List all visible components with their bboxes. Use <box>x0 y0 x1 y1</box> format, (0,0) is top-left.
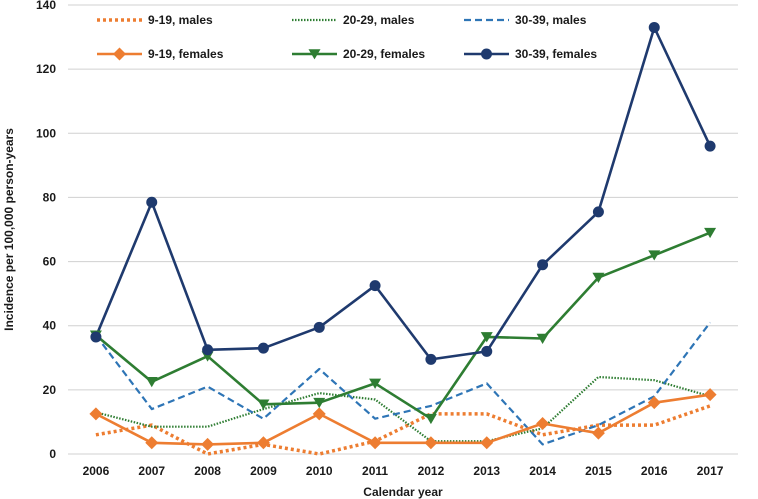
x-tick-label: 2008 <box>194 464 221 478</box>
data-point-30-39-females <box>481 345 493 357</box>
x-tick-label: 2006 <box>83 464 110 478</box>
data-point-9-19-females <box>256 436 270 450</box>
x-tick-label: 2014 <box>529 464 556 478</box>
data-point-20-29-females <box>704 227 717 239</box>
data-point-9-19-females <box>703 388 717 402</box>
y-tick-label: 20 <box>43 383 57 397</box>
data-point-20-29-females <box>648 250 661 261</box>
y-tick-label: 80 <box>43 190 57 204</box>
data-point-20-29-females <box>424 413 437 425</box>
data-point-9-19-females <box>480 436 494 450</box>
data-point-30-39-females <box>202 344 214 356</box>
legend-item-9-19-males: 9-19, males <box>97 13 213 27</box>
series-line-9-19-males <box>95 404 711 456</box>
data-point-30-39-females <box>90 331 102 343</box>
x-tick-label: 2017 <box>697 464 724 478</box>
data-point-9-19-females <box>591 426 605 440</box>
data-point-30-39-females <box>313 321 325 333</box>
data-point-30-39-females <box>592 206 604 218</box>
legend-item-30-39-males: 30-39, males <box>464 13 587 27</box>
legend-marker <box>481 48 492 60</box>
series-lines <box>94 26 712 456</box>
data-point-30-39-females <box>257 342 269 354</box>
x-tick-label: 2013 <box>473 464 500 478</box>
data-point-30-39-females <box>369 280 381 292</box>
y-tick-label: 60 <box>43 255 57 269</box>
series-markers <box>89 21 717 451</box>
series-line-20-29-females <box>95 231 711 421</box>
data-point-30-39-females <box>537 259 549 271</box>
legend-label: 30-39, males <box>515 13 587 27</box>
legend-marker <box>113 47 126 61</box>
legend-item-20-29-males: 20-29, males <box>292 13 415 27</box>
legend: 9-19, males 20-29, males 30-39, males 9-19,… <box>97 13 597 61</box>
y-tick-label: 120 <box>36 62 56 76</box>
x-tick-label: 2011 <box>362 464 388 478</box>
data-point-20-29-females <box>145 377 158 388</box>
y-axis-title: Incidence per 100,000 person-years <box>2 128 16 331</box>
legend-item-9-19-females: 9-19, females <box>97 47 224 61</box>
data-point-9-19-females <box>145 436 159 450</box>
legend-item-30-39-females: 30-39, females <box>464 47 597 61</box>
x-axis-title: Calendar year <box>363 485 443 499</box>
legend-label: 20-29, males <box>343 13 415 27</box>
data-point-30-39-females <box>648 21 660 33</box>
data-point-20-29-females <box>257 399 270 410</box>
y-tick-label: 40 <box>43 319 57 333</box>
data-point-9-19-females <box>201 437 215 451</box>
gridlines <box>68 4 738 455</box>
data-point-20-29-females <box>536 333 549 344</box>
data-point-9-19-females <box>424 436 438 450</box>
data-point-9-19-females <box>647 396 661 410</box>
y-tick-label: 0 <box>49 447 56 461</box>
legend-label: 9-19, females <box>148 47 224 61</box>
data-point-20-29-females <box>369 378 382 389</box>
x-tick-label: 2012 <box>418 464 445 478</box>
legend-label: 9-19, males <box>148 13 213 27</box>
y-tick-label: 100 <box>36 126 56 140</box>
data-point-20-29-females <box>480 332 493 343</box>
data-point-20-29-females <box>313 397 326 409</box>
y-tick-label: 140 <box>36 0 56 12</box>
data-point-30-39-females <box>704 140 716 152</box>
x-tick-label: 2010 <box>306 464 333 478</box>
series-line-20-29-males <box>95 375 711 443</box>
data-point-9-19-females <box>368 436 382 450</box>
legend-label: 30-39, females <box>515 47 597 61</box>
data-point-30-39-females <box>425 353 437 365</box>
data-point-30-39-females <box>146 196 158 208</box>
x-axis-ticks: 2006 2007 2008 2009 2010 2011 2012 2013 2014 2015… <box>83 464 724 478</box>
data-point-9-19-females <box>312 407 326 421</box>
series-line-30-39-females <box>94 26 712 361</box>
x-tick-label: 2015 <box>585 464 612 478</box>
series-line-9-19-females <box>95 393 711 446</box>
data-point-20-29-females <box>592 272 605 284</box>
legend-item-20-29-females: 20-29, females <box>292 47 425 61</box>
x-tick-label: 2009 <box>250 464 277 478</box>
legend-label: 20-29, females <box>343 47 425 61</box>
x-tick-label: 2016 <box>641 464 668 478</box>
x-tick-label: 2007 <box>138 464 165 478</box>
y-axis-ticks: 0 20 40 60 80 100 120 140 <box>36 0 56 461</box>
legend-marker <box>308 49 321 60</box>
data-point-9-19-females <box>89 407 103 421</box>
data-point-9-19-females <box>536 417 550 431</box>
